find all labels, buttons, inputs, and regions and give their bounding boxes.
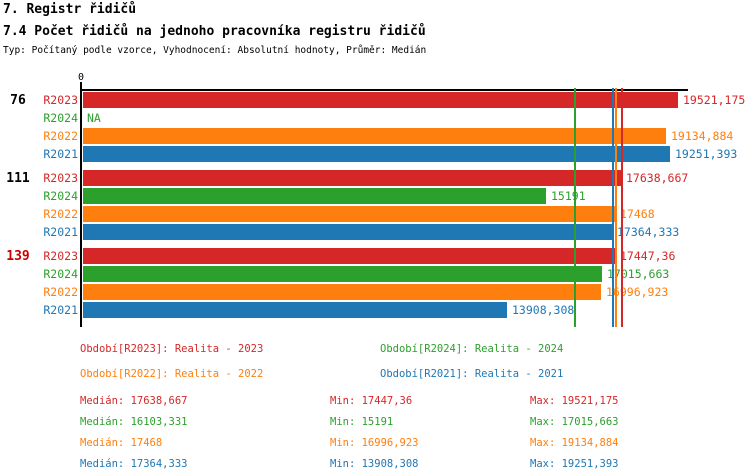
stat-median-r2024: Medián: 16103,331	[80, 416, 188, 428]
bar	[83, 248, 615, 264]
stats-row-r2023: Medián: 17638,667 Min: 17447,36 Max: 195…	[80, 395, 740, 416]
bar-row-label: R2023	[43, 171, 78, 185]
stat-median-r2023: Medián: 17638,667	[80, 395, 188, 407]
bar-row-label: R2022	[43, 207, 78, 221]
bar-value-label: 19251,393	[675, 147, 738, 161]
bar	[83, 170, 621, 186]
bar-row-label: R2023	[43, 249, 78, 263]
stat-max-r2021: Max: 19251,393	[530, 458, 619, 470]
median-line	[574, 88, 576, 327]
bar-value-label: 19521,175	[683, 93, 746, 107]
bar-row-label: R2021	[43, 147, 78, 161]
legend-row: Období[R2023]: Realita - 2023 Období[R20…	[80, 343, 720, 368]
stat-median-r2022: Medián: 17468	[80, 437, 163, 449]
bar-row-label: R2024	[43, 267, 78, 281]
legend-row: Období[R2022]: Realita - 2022 Období[R20…	[80, 368, 720, 393]
stat-min-r2021: Min: 13908,308	[330, 458, 419, 470]
bar	[83, 206, 615, 222]
legend: Období[R2023]: Realita - 2023 Období[R20…	[80, 343, 720, 393]
bar-value-label: 13908,308	[512, 303, 575, 317]
stat-median-r2021: Medián: 17364,333	[80, 458, 188, 470]
legend-item-r2023: Období[R2023]: Realita - 2023	[80, 343, 264, 355]
group-label: 76	[10, 93, 26, 108]
bar	[83, 188, 546, 204]
median-line	[612, 88, 614, 327]
median-line	[621, 88, 623, 327]
bar-na-label: NA	[87, 111, 101, 125]
bar	[83, 224, 612, 240]
bar-value-label: 15191	[551, 189, 586, 203]
bar-chart: 0 76 R2023 19521,175 R2024 NA R2022 19134,884 R2…	[6, 72, 746, 327]
report-title: 7. Registr řidičů	[3, 2, 137, 17]
bar-value-label: 17468	[620, 207, 655, 221]
stat-min-r2023: Min: 17447,36	[330, 395, 413, 407]
series-stats: Medián: 17638,667 Min: 17447,36 Max: 195…	[80, 395, 740, 476]
bar-value-label: 17447,36	[620, 249, 676, 263]
legend-item-r2024: Období[R2024]: Realita - 2024	[380, 343, 564, 355]
bar	[83, 128, 666, 144]
bar-row-label: R2021	[43, 303, 78, 317]
bar-row-label: R2022	[43, 285, 78, 299]
bar	[83, 92, 678, 108]
bar	[83, 146, 670, 162]
bar-row-label: R2024	[43, 189, 78, 203]
stats-row-r2024: Medián: 16103,331 Min: 15191 Max: 17015,…	[80, 416, 740, 437]
bar-value-label: 17364,333	[617, 225, 680, 239]
bar-row-label: R2023	[43, 93, 78, 107]
bar-row-label: R2022	[43, 129, 78, 143]
median-line	[615, 88, 617, 327]
stat-max-r2023: Max: 19521,175	[530, 395, 619, 407]
stat-min-r2024: Min: 15191	[330, 416, 394, 428]
stats-row-r2021: Medián: 17364,333 Min: 13908,308 Max: 19…	[80, 458, 740, 476]
bar-row-label: R2024	[43, 111, 78, 125]
group-label: 111	[6, 171, 30, 186]
y-axis-line	[80, 82, 82, 327]
group-label: 139	[6, 249, 30, 264]
axis-zero-tick-label: 0	[77, 72, 85, 83]
stat-min-r2022: Min: 16996,923	[330, 437, 419, 449]
bar-value-label: 17638,667	[626, 171, 689, 185]
x-axis-line	[80, 89, 688, 91]
legend-item-r2022: Období[R2022]: Realita - 2022	[80, 368, 264, 380]
chart-title: 7.4 Počet řidičů na jednoho pracovníka r…	[3, 24, 426, 39]
chart-meta: Typ: Počítaný podle vzorce, Vyhodnocení:…	[3, 45, 427, 56]
bar	[83, 302, 507, 318]
stat-max-r2022: Max: 19134,884	[530, 437, 619, 449]
stats-row-r2022: Medián: 17468 Min: 16996,923 Max: 19134,…	[80, 437, 740, 458]
stat-max-r2024: Max: 17015,663	[530, 416, 619, 428]
bar-value-label: 19134,884	[671, 129, 734, 143]
bar	[83, 266, 602, 282]
bar	[83, 284, 601, 300]
legend-item-r2021: Období[R2021]: Realita - 2021	[380, 368, 564, 380]
bar-row-label: R2021	[43, 225, 78, 239]
